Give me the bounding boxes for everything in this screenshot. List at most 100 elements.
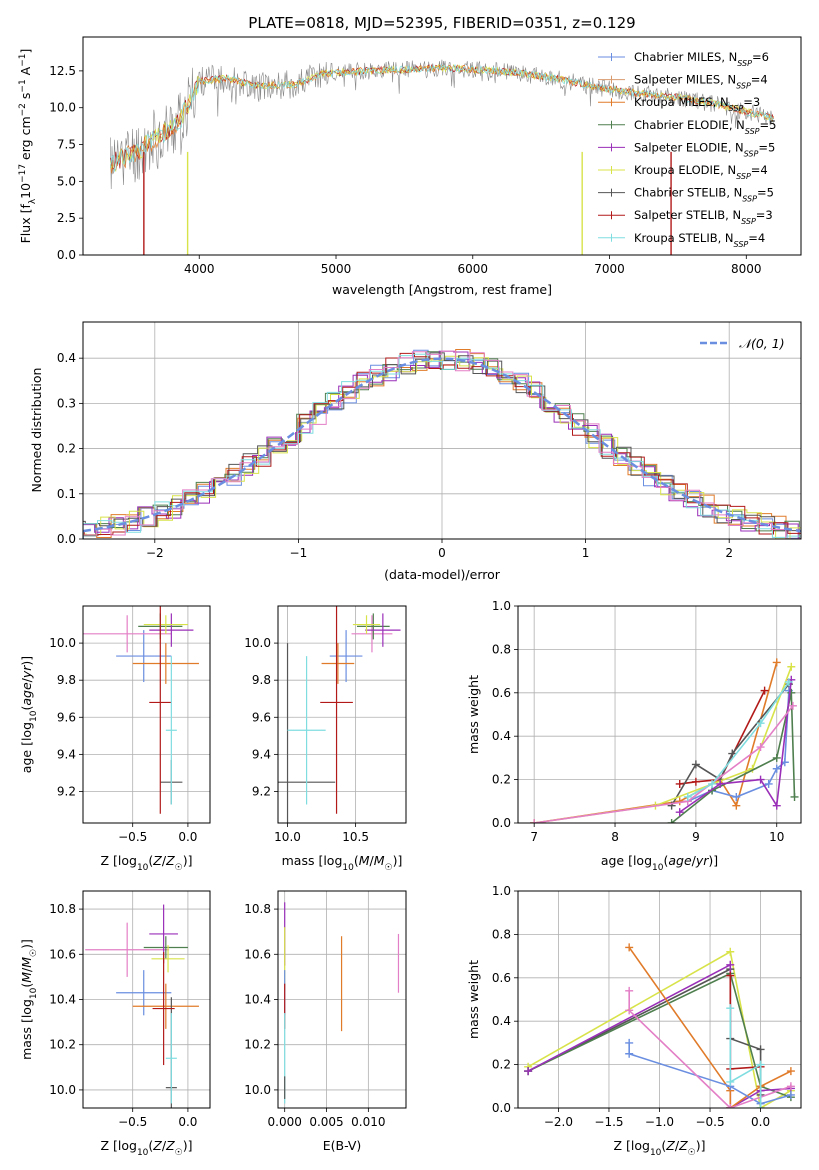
- series-marker: [728, 749, 737, 758]
- y-tick-label: 0.0: [57, 248, 76, 262]
- x-tick-label: 7: [530, 830, 538, 844]
- legend-suffix: =3: [743, 95, 760, 109]
- label-part: )]: [696, 1138, 706, 1153]
- y-tick-label: 10.2: [49, 1038, 76, 1052]
- y-tick-label: 9.2: [57, 784, 76, 798]
- legend-text: Kroupa MILES, N: [634, 95, 729, 109]
- y-tick-label: 0.0: [492, 1101, 511, 1115]
- x-tick-label: −2: [146, 546, 164, 560]
- y-tick-label: 10.0: [49, 636, 76, 650]
- y-axis-label: mass weight: [466, 675, 481, 754]
- label-part: )]: [393, 853, 403, 868]
- y-tick-label: 10.0: [244, 636, 271, 650]
- series-marker: [756, 775, 765, 784]
- plot-area-spectrum: [110, 59, 774, 255]
- x-tick-label: 9: [692, 830, 700, 844]
- series-marker: [764, 779, 773, 788]
- axes-frame: [277, 605, 407, 824]
- label-part: Z: [678, 1138, 688, 1153]
- panel-residuals: −2 −1 0 1 2 0.0 0.1 0.2 0.3 0.4 𝒩(0, 1) (data-model…: [29, 321, 802, 582]
- y-axis-label: Flux [fλ10−17 erg cm−2 s−1 A−1]: [18, 49, 38, 244]
- series-marker: [726, 971, 735, 980]
- y-tick-label: 0.0: [492, 816, 511, 830]
- x-tick-label: 0: [438, 546, 446, 560]
- x-tick-label: 10: [769, 830, 784, 844]
- histogram-series: [83, 352, 801, 536]
- label-part: Z: [165, 853, 175, 868]
- series-marker: [787, 662, 796, 671]
- label-part: 10: [137, 1148, 149, 1158]
- series-marker: [726, 1077, 735, 1086]
- legend-sub: SSP: [736, 81, 751, 90]
- y-tick-label: 12.5: [49, 64, 76, 78]
- y-tick-label: 0.0: [57, 532, 76, 546]
- series-marker: [675, 808, 684, 817]
- series-marker: [756, 1060, 765, 1069]
- y-axis-label: mass [log10(M/M☉)]: [19, 939, 39, 1060]
- y-tick-label: 9.8: [57, 673, 76, 687]
- series-line: [527, 967, 762, 1095]
- legend-text: Chabrier STELIB, N: [634, 186, 742, 200]
- label-part: 10: [18, 183, 33, 199]
- x-tick-label: −2.0: [544, 1115, 573, 1129]
- label-part: 10: [137, 863, 149, 873]
- label-part: M: [359, 853, 370, 868]
- histogram-series: [83, 350, 801, 539]
- series-line: [670, 683, 790, 807]
- plot-area-age_vs_Z: [83, 606, 199, 814]
- series-marker: [625, 1006, 634, 1015]
- label-part: s: [18, 93, 33, 104]
- x-tick-label: 6000: [457, 262, 488, 276]
- y-tick-label: 2.5: [57, 211, 76, 225]
- x-tick-label: 4000: [184, 262, 215, 276]
- label-part: Z [log: [613, 1138, 649, 1153]
- plot-area-age_vs_mass: [278, 606, 401, 823]
- panel-mass_vs_EBV: 0.000 0.005 0.010 10.0 10.2 10.4 10.6 10.8 E(B-V…: [244, 890, 407, 1153]
- legend-text: Kroupa ELODIE, N: [634, 163, 736, 177]
- x-tick-label: 5000: [321, 262, 352, 276]
- label-part: /: [675, 1138, 680, 1153]
- spectrum-model-line: [110, 63, 774, 173]
- series-line: [729, 1008, 762, 1108]
- y-tick-label: 10.0: [49, 1083, 76, 1097]
- legend-sub: SSP: [734, 239, 749, 248]
- label-part: E(B-V): [323, 1138, 362, 1153]
- histogram-series: [83, 350, 801, 539]
- label-part: yr: [695, 853, 709, 868]
- y-tick-label: 10.8: [244, 902, 271, 916]
- series-marker: [675, 779, 684, 788]
- series-marker: [784, 677, 793, 686]
- y-tick-label: 0.4: [492, 729, 511, 743]
- y-tick-label: 0.8: [492, 642, 511, 656]
- legend-sub: SSP: [736, 172, 751, 181]
- label-part: age: [668, 853, 692, 868]
- x-tick-label: 8: [611, 830, 619, 844]
- label-part: Z: [152, 853, 162, 868]
- y-tick-label: 1.0: [492, 599, 511, 613]
- label-part: −17: [18, 164, 28, 183]
- legend-suffix: =4: [751, 73, 768, 87]
- label-part: ]: [18, 49, 33, 54]
- legend-suffix: =5: [760, 118, 777, 132]
- label-part: 10: [650, 1148, 662, 1158]
- label-part: Z: [665, 1138, 675, 1153]
- plot-area-massweight_vs_Z: [524, 943, 795, 1108]
- label-part: ☉: [29, 949, 39, 957]
- x-tick-label: −1: [290, 546, 308, 560]
- legend-entry: Kroupa STELIB, NSSP=4: [634, 231, 765, 249]
- label-part: Flux [f: [18, 204, 33, 244]
- label-part: )]: [183, 1138, 193, 1153]
- label-part: (: [663, 853, 668, 868]
- y-axis-label: mass weight: [466, 960, 481, 1039]
- label-part: age [log: [601, 853, 652, 868]
- label-part: 10: [29, 987, 39, 999]
- series-marker: [691, 777, 700, 786]
- label-part: )]: [708, 853, 718, 868]
- y-tick-label: 10.4: [244, 993, 271, 1007]
- axes-frame: [82, 36, 802, 256]
- series-marker: [716, 779, 725, 788]
- label-part: M: [374, 853, 385, 868]
- series-line: [534, 705, 794, 823]
- series-line: [628, 946, 792, 1108]
